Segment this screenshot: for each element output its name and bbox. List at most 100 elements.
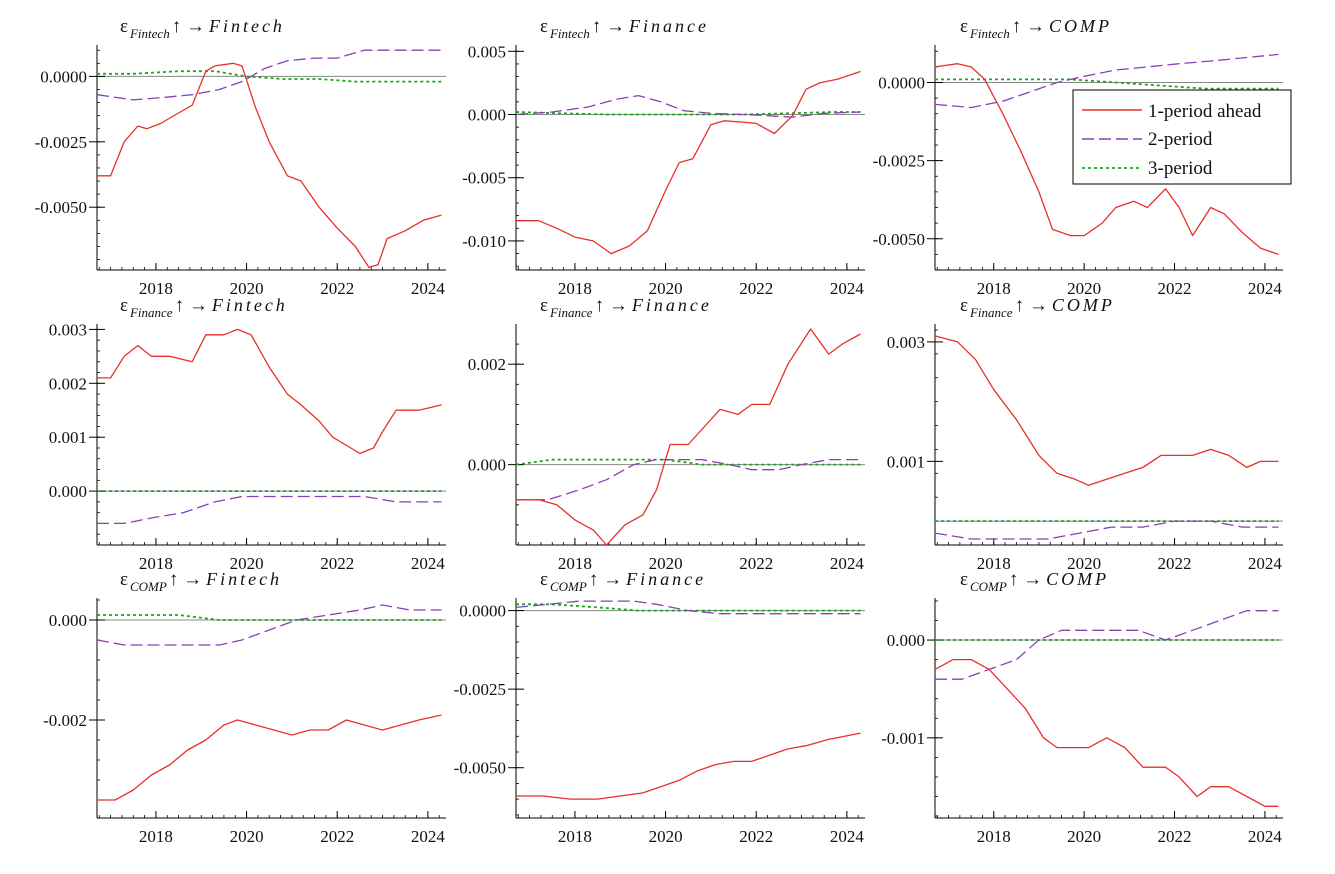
title-arrow: ↑ →: [1012, 16, 1045, 37]
y-tick-label: 0.001: [887, 452, 925, 471]
x-tick-label: 2022: [320, 554, 354, 573]
y-tick-label: -0.0025: [454, 680, 506, 699]
x-tick-label: 2020: [649, 279, 683, 298]
legend-label-1: 1-period ahead: [1148, 101, 1262, 122]
title-arrow: ↑ →: [595, 295, 628, 316]
y-tick-label: -0.002: [43, 711, 87, 730]
x-tick-label: 2024: [830, 279, 865, 298]
x-tick-label: 2024: [1248, 554, 1283, 573]
x-tick-label: 2018: [558, 554, 592, 573]
title-target: Fintech: [211, 295, 288, 315]
series-line-1-period-ahead: [516, 732, 861, 800]
x-tick-label: 2020: [230, 827, 264, 846]
x-tick-label: 2022: [739, 554, 773, 573]
title-shock: ε: [540, 569, 548, 590]
series-line-1-period-ahead: [516, 328, 861, 546]
title-shock: ε: [120, 569, 128, 590]
x-tick-label: 2022: [320, 279, 354, 298]
x-tick-label: 2024: [1248, 827, 1283, 846]
series-line-3-period: [97, 614, 442, 621]
series-line-2-period: [935, 610, 1279, 680]
y-tick-label: 0.003: [49, 320, 87, 339]
y-tick-label: -0.010: [462, 232, 506, 251]
series-line-2-period: [96, 604, 442, 646]
title-shock-sub: COMP: [550, 579, 587, 594]
x-tick-label: 2020: [230, 279, 264, 298]
panel-title: ε Fintech ↑ → COMP: [960, 16, 1112, 41]
panel-title: ε Fintech ↑ → Finance: [540, 16, 709, 41]
title-shock: ε: [960, 295, 968, 316]
title-arrow: ↑ →: [175, 295, 208, 316]
title-arrow: ↑ →: [592, 16, 625, 37]
title-shock-sub: Finance: [129, 305, 173, 320]
x-tick-label: 2020: [1067, 279, 1101, 298]
chart-panel-3: 0.0000 -0.0025 -0.0050 2018 2020 2022 2024 ε Fin…: [873, 16, 1283, 298]
series-line-3-period: [515, 458, 861, 466]
y-tick-label: 0.000: [49, 611, 87, 630]
y-tick-label: -0.0025: [35, 133, 87, 152]
title-shock-sub: Fintech: [969, 26, 1010, 41]
y-tick-label: 0.002: [49, 374, 87, 393]
series-line-2-period: [97, 495, 442, 525]
title-shock: ε: [120, 295, 128, 316]
series-line-2-period: [934, 520, 1279, 540]
title-target: Fintech: [205, 569, 282, 589]
y-tick-label: -0.001: [881, 729, 925, 748]
x-tick-label: 2022: [320, 827, 354, 846]
x-tick-label: 2024: [830, 827, 865, 846]
y-tick-label: 0.000: [468, 106, 506, 125]
x-tick-label: 2024: [1248, 279, 1283, 298]
y-tick-label: 0.002: [468, 355, 506, 374]
x-tick-label: 2022: [739, 827, 773, 846]
title-shock-sub: COMP: [970, 579, 1007, 594]
title-shock: ε: [960, 569, 968, 590]
panel-title: ε Fintech ↑ → Fintech: [120, 16, 285, 41]
title-arrow: ↑ →: [172, 16, 205, 37]
y-tick-label: 0.0000: [40, 67, 87, 86]
series-line-1-period-ahead: [934, 335, 1279, 486]
chart-panel-8: 0.0000 -0.0025 -0.0050 2018 2020 2022 2024 ε COM…: [454, 569, 865, 846]
x-tick-label: 2018: [977, 554, 1011, 573]
chart-panel-6: 0.003 0.001 2018 2020 2022 2024 ε Finance ↑ → COM…: [887, 295, 1283, 573]
title-target: COMP: [1049, 16, 1112, 36]
title-shock-sub: Finance: [969, 305, 1013, 320]
x-tick-label: 2018: [558, 827, 592, 846]
legend-label-3: 3-period: [1148, 158, 1213, 179]
title-shock-sub: Fintech: [549, 26, 590, 41]
series-line-3-period: [935, 78, 1279, 90]
x-tick-label: 2018: [977, 279, 1011, 298]
y-tick-label: 0.000: [887, 631, 925, 650]
x-tick-label: 2024: [411, 827, 446, 846]
x-tick-label: 2020: [649, 827, 683, 846]
series-line-2-period: [96, 49, 442, 101]
title-shock: ε: [120, 16, 128, 37]
x-tick-label: 2020: [230, 554, 264, 573]
x-tick-label: 2022: [1158, 827, 1192, 846]
title-arrow: ↑ →: [1009, 569, 1042, 590]
x-tick-label: 2024: [830, 554, 865, 573]
y-tick-label: -0.0050: [873, 230, 925, 249]
title-target: Fintech: [208, 16, 285, 36]
series-line-2-period: [515, 600, 861, 615]
x-tick-label: 2020: [1067, 827, 1101, 846]
title-target: Finance: [631, 295, 712, 315]
y-tick-label: 0.003: [887, 333, 925, 352]
y-tick-label: -0.0050: [454, 759, 506, 778]
legend: 1-period ahead 2-period 3-period: [1072, 89, 1292, 185]
title-shock: ε: [540, 16, 548, 37]
panel-title: ε Finance ↑ → COMP: [960, 295, 1115, 320]
title-target: COMP: [1052, 295, 1115, 315]
x-tick-label: 2022: [1158, 279, 1192, 298]
series-line-3-period: [515, 111, 861, 116]
chart-panel-7: 0.000 -0.002 2018 2020 2022 2024 ε COMP ↑ → Finte…: [43, 569, 446, 846]
x-tick-label: 2022: [1158, 554, 1192, 573]
title-arrow: ↑ →: [589, 569, 622, 590]
series-line-3-period: [516, 603, 861, 612]
series-line-1-period-ahead: [97, 714, 442, 801]
series-line-1-period-ahead: [97, 328, 442, 455]
y-tick-label: -0.0050: [35, 198, 87, 217]
title-arrow: ↑ →: [1015, 295, 1048, 316]
